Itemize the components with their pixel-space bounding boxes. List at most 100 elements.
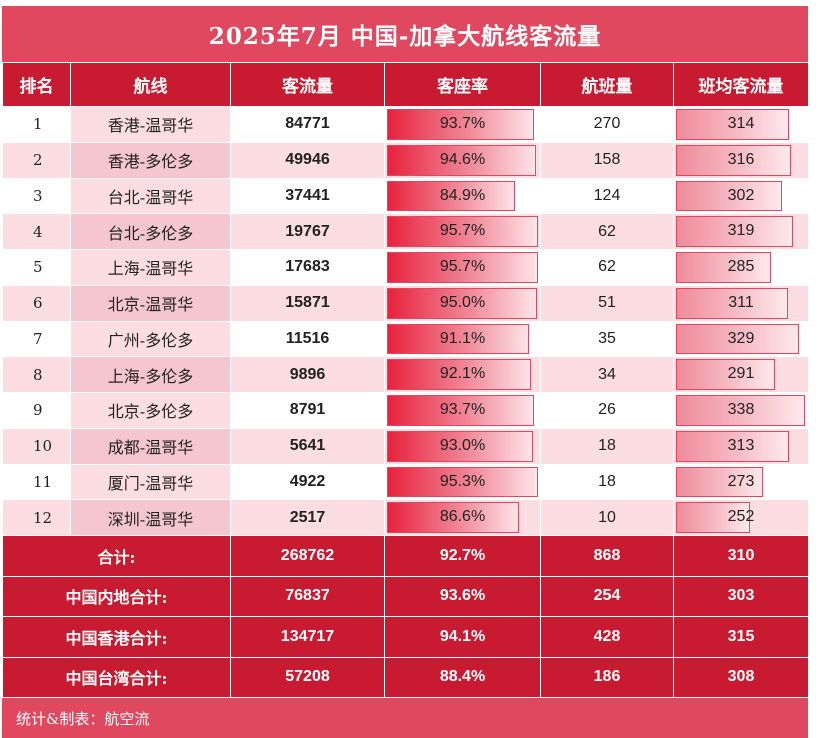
table-row: 11 厦门-温哥华 4922 95.3% 18 273 — [2, 463, 809, 501]
col-header-flights: 航班量 — [540, 62, 674, 107]
col-header-rank: 排名 — [2, 62, 71, 107]
rank-cell: 8 — [2, 356, 71, 393]
pax-cell: 17683 — [230, 249, 385, 286]
pax-cell: 37441 — [230, 177, 385, 215]
table-row: 6 北京-温哥华 15871 95.0% 51 311 — [2, 284, 809, 322]
header-row: 排名 航线 客流量 客座率 航班量 班均客流量 — [2, 62, 809, 107]
table-row: 8 上海-多伦多 9896 92.1% 34 291 — [2, 356, 809, 393]
flights-cell: 270 — [540, 106, 674, 143]
avg-cell: 319 — [673, 213, 809, 250]
flights-cell: 18 — [540, 463, 674, 501]
flights-cell: 26 — [540, 392, 674, 429]
route-cell: 广州-多伦多 — [70, 320, 231, 358]
summary-label: 中国香港合计: — [2, 616, 231, 658]
flights-cell: 158 — [540, 141, 674, 179]
load-value: 92.1% — [439, 365, 486, 383]
avg-cell: 285 — [673, 249, 809, 286]
avg-bar — [676, 109, 790, 140]
load-cell: 95.7% — [384, 213, 541, 250]
pax-cell: 19767 — [230, 213, 385, 250]
pax-cell: 11516 — [230, 320, 385, 358]
load-bar — [387, 466, 538, 498]
route-cell: 台北-多伦多 — [70, 213, 231, 250]
flights-cell: 51 — [540, 284, 674, 322]
flights-cell: 62 — [540, 213, 674, 250]
route-table: 排名 航线 客流量 客座率 航班量 班均客流量 1 香港-温哥华 84771 93.7… — [2, 62, 809, 698]
route-cell: 上海-温哥华 — [70, 249, 231, 286]
page-title: 2025年7月 中国-加拿大航线客流量 — [2, 6, 808, 62]
avg-cell: 329 — [673, 320, 809, 358]
avg-bar — [676, 502, 750, 533]
summary-flights: 428 — [540, 616, 674, 658]
rank-cell: 5 — [2, 249, 71, 286]
pax-cell: 4922 — [230, 463, 385, 501]
load-bar — [387, 395, 535, 426]
col-header-route: 航线 — [70, 62, 231, 107]
avg-cell: 338 — [673, 392, 809, 429]
route-cell: 厦门-温哥华 — [70, 463, 231, 501]
avg-bar — [676, 144, 791, 176]
summary-load: 94.1% — [384, 616, 541, 658]
table-row: 7 广州-多伦多 11516 91.1% 35 329 — [2, 320, 809, 358]
summary-avg: 303 — [673, 575, 809, 617]
load-value: 84.9% — [439, 186, 486, 204]
route-cell: 成都-温哥华 — [70, 427, 231, 465]
load-bar — [387, 216, 539, 247]
load-value: 95.7% — [439, 222, 486, 240]
avg-bar — [676, 466, 764, 498]
load-cell: 94.6% — [384, 141, 541, 179]
load-cell: 91.1% — [384, 320, 541, 358]
load-cell: 95.0% — [384, 284, 541, 322]
summary-flights: 186 — [540, 656, 674, 698]
table-row: 12 深圳-温哥华 2517 86.6% 10 252 — [2, 499, 809, 536]
avg-value: 273 — [727, 472, 755, 490]
avg-cell: 302 — [673, 177, 809, 215]
avg-cell: 311 — [673, 284, 809, 322]
table-card: 2025年7月 中国-加拿大航线客流量 排名 航线 客流量 客座率 航班量 班均… — [2, 6, 809, 738]
summary-rows: 合计: 268762 92.7% 868 310 中国内地合计: 76837 93.6% 254… — [2, 535, 809, 698]
load-cell: 95.3% — [384, 463, 541, 501]
avg-value: 338 — [727, 401, 755, 418]
col-header-load: 客座率 — [384, 62, 541, 107]
route-cell: 北京-温哥华 — [70, 284, 231, 322]
col-header-pax: 客流量 — [230, 62, 385, 107]
load-bar — [387, 430, 533, 462]
avg-cell: 314 — [673, 106, 809, 143]
summary-pax: 268762 — [230, 535, 385, 577]
summary-pax: 76837 — [230, 575, 385, 617]
summary-load: 93.6% — [384, 575, 541, 617]
flights-cell: 35 — [540, 320, 674, 358]
avg-cell: 316 — [673, 141, 809, 179]
flights-cell: 62 — [540, 249, 674, 286]
avg-cell: 273 — [673, 463, 809, 501]
load-value: 91.1% — [439, 329, 486, 347]
avg-value: 252 — [727, 508, 755, 526]
table-row: 9 北京-多伦多 8791 93.7% 26 338 — [2, 392, 809, 429]
avg-value: 329 — [727, 329, 755, 347]
pax-cell: 5641 — [230, 427, 385, 465]
rank-cell: 6 — [2, 284, 71, 322]
load-value: 95.0% — [439, 293, 486, 311]
pax-cell: 84771 — [230, 106, 385, 143]
summary-row: 中国香港合计: 134717 94.1% 428 315 — [2, 616, 809, 658]
table-body: 1 香港-温哥华 84771 93.7% 270 314 2 香港-多伦多 49946 94.6%… — [2, 106, 809, 536]
table-row: 5 上海-温哥华 17683 95.7% 62 285 — [2, 249, 809, 286]
flights-cell: 34 — [540, 356, 674, 393]
avg-bar — [676, 216, 793, 247]
avg-value: 316 — [727, 150, 755, 168]
load-cell: 92.1% — [384, 356, 541, 393]
rank-cell: 7 — [2, 320, 71, 358]
summary-avg: 315 — [673, 616, 809, 658]
pax-cell: 9896 — [230, 356, 385, 393]
load-bar — [387, 359, 531, 390]
summary-pax: 134717 — [230, 616, 385, 658]
summary-row: 中国台湾合计: 57208 88.4% 186 308 — [2, 656, 809, 698]
summary-flights: 254 — [540, 575, 674, 617]
route-cell: 深圳-温哥华 — [70, 499, 231, 536]
pax-cell: 15871 — [230, 284, 385, 322]
table-row: 1 香港-温哥华 84771 93.7% 270 314 — [2, 106, 809, 143]
table-row: 4 台北-多伦多 19767 95.7% 62 319 — [2, 213, 809, 250]
summary-pax: 57208 — [230, 656, 385, 698]
load-cell: 84.9% — [384, 177, 541, 215]
summary-label: 中国内地合计: — [2, 575, 231, 617]
